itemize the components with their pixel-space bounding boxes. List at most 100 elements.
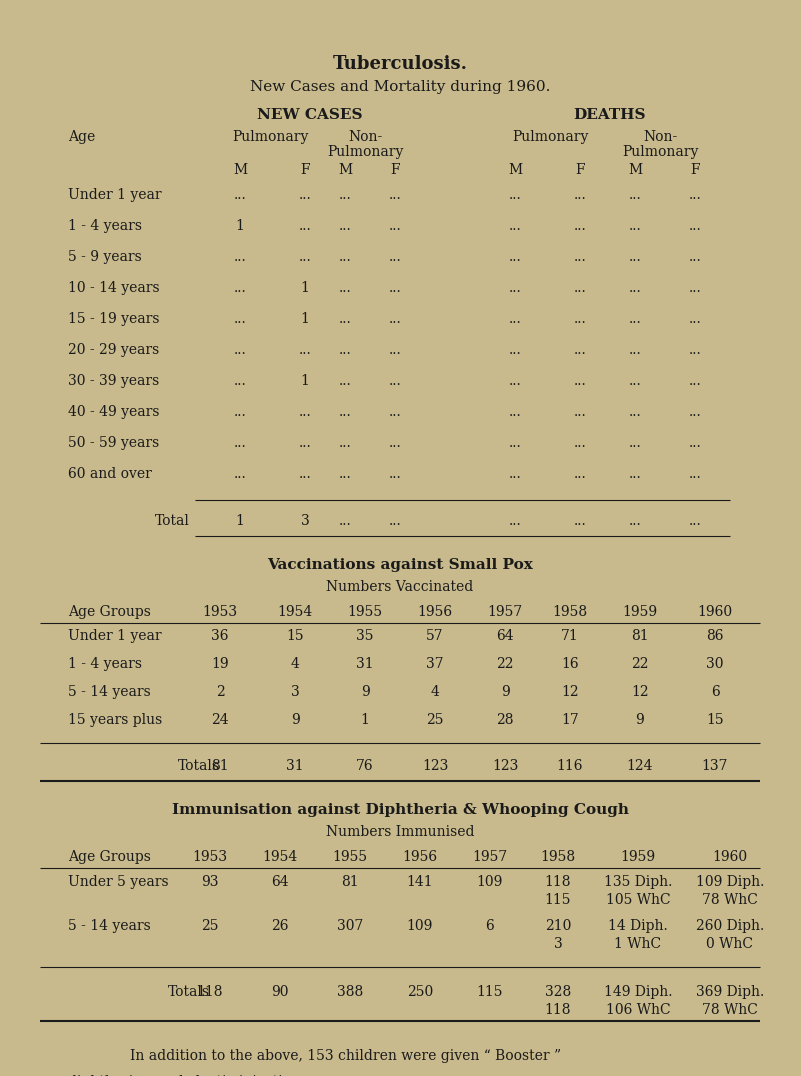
Text: ...: ... xyxy=(629,405,642,419)
Text: 9: 9 xyxy=(291,713,300,727)
Text: 6: 6 xyxy=(485,919,494,933)
Text: ...: ... xyxy=(689,405,702,419)
Text: 71: 71 xyxy=(562,629,579,643)
Text: 3: 3 xyxy=(300,514,309,528)
Text: 1956: 1956 xyxy=(402,850,437,864)
Text: 78 WhC: 78 WhC xyxy=(702,893,758,907)
Text: 328: 328 xyxy=(545,985,571,999)
Text: 1960: 1960 xyxy=(712,850,747,864)
Text: ...: ... xyxy=(339,250,352,264)
Text: 1958: 1958 xyxy=(553,605,588,619)
Text: 1: 1 xyxy=(235,514,244,528)
Text: 1953: 1953 xyxy=(203,605,238,619)
Text: ...: ... xyxy=(629,250,642,264)
Text: 93: 93 xyxy=(201,875,219,889)
Text: 1955: 1955 xyxy=(332,850,368,864)
Text: 0 WhC: 0 WhC xyxy=(706,937,754,951)
Text: ...: ... xyxy=(689,281,702,295)
Text: 1959: 1959 xyxy=(621,850,655,864)
Text: 86: 86 xyxy=(706,629,724,643)
Text: 4: 4 xyxy=(431,685,440,699)
Text: ...: ... xyxy=(339,467,352,481)
Text: ...: ... xyxy=(339,220,352,233)
Text: 16: 16 xyxy=(562,657,579,671)
Text: 5 - 14 years: 5 - 14 years xyxy=(68,685,151,699)
Text: Under 1 year: Under 1 year xyxy=(68,629,162,643)
Text: 9: 9 xyxy=(360,685,369,699)
Text: ...: ... xyxy=(234,436,247,450)
Text: ...: ... xyxy=(629,436,642,450)
Text: 369 Diph.: 369 Diph. xyxy=(696,985,764,999)
Text: ...: ... xyxy=(574,467,586,481)
Text: ...: ... xyxy=(509,405,521,419)
Text: ...: ... xyxy=(234,405,247,419)
Text: ...: ... xyxy=(339,405,352,419)
Text: 109: 109 xyxy=(407,919,433,933)
Text: 118: 118 xyxy=(197,985,223,999)
Text: 210: 210 xyxy=(545,919,571,933)
Text: ...: ... xyxy=(234,188,247,202)
Text: 28: 28 xyxy=(497,713,513,727)
Text: 31: 31 xyxy=(356,657,374,671)
Text: ...: ... xyxy=(299,467,312,481)
Text: ...: ... xyxy=(388,250,401,264)
Text: 78 WhC: 78 WhC xyxy=(702,1003,758,1017)
Text: ...: ... xyxy=(689,312,702,326)
Text: ...: ... xyxy=(574,312,586,326)
Text: In addition to the above, 153 children were given “ Booster ”: In addition to the above, 153 children w… xyxy=(130,1049,562,1063)
Text: Age Groups: Age Groups xyxy=(68,605,151,619)
Text: ...: ... xyxy=(509,374,521,388)
Text: ...: ... xyxy=(388,220,401,233)
Text: ...: ... xyxy=(689,436,702,450)
Text: 14 Diph.: 14 Diph. xyxy=(608,919,668,933)
Text: 1957: 1957 xyxy=(473,850,508,864)
Text: M: M xyxy=(508,162,522,176)
Text: ...: ... xyxy=(689,250,702,264)
Text: 123: 123 xyxy=(492,759,518,773)
Text: F: F xyxy=(300,162,310,176)
Text: F: F xyxy=(390,162,400,176)
Text: 50 - 59 years: 50 - 59 years xyxy=(68,436,159,450)
Text: New Cases and Mortality during 1960.: New Cases and Mortality during 1960. xyxy=(250,80,550,94)
Text: M: M xyxy=(628,162,642,176)
Text: 307: 307 xyxy=(336,919,363,933)
Text: Age Groups: Age Groups xyxy=(68,850,151,864)
Text: 60 and over: 60 and over xyxy=(68,467,152,481)
Text: ...: ... xyxy=(689,188,702,202)
Text: 115: 115 xyxy=(477,985,503,999)
Text: 90: 90 xyxy=(272,985,288,999)
Text: ...: ... xyxy=(629,374,642,388)
Text: ...: ... xyxy=(234,343,247,357)
Text: 15: 15 xyxy=(286,629,304,643)
Text: M: M xyxy=(233,162,247,176)
Text: Numbers Vaccinated: Numbers Vaccinated xyxy=(326,580,473,594)
Text: ...: ... xyxy=(574,514,586,528)
Text: ...: ... xyxy=(574,250,586,264)
Text: 15 years plus: 15 years plus xyxy=(68,713,163,727)
Text: 12: 12 xyxy=(631,685,649,699)
Text: 1955: 1955 xyxy=(348,605,383,619)
Text: ...: ... xyxy=(388,374,401,388)
Text: ...: ... xyxy=(339,436,352,450)
Text: ...: ... xyxy=(509,312,521,326)
Text: F: F xyxy=(690,162,700,176)
Text: M: M xyxy=(338,162,352,176)
Text: 1 - 4 years: 1 - 4 years xyxy=(68,220,142,233)
Text: ...: ... xyxy=(299,188,312,202)
Text: 1953: 1953 xyxy=(192,850,227,864)
Text: ...: ... xyxy=(574,374,586,388)
Text: 10 - 14 years: 10 - 14 years xyxy=(68,281,159,295)
Text: DEATHS: DEATHS xyxy=(574,108,646,122)
Text: ...: ... xyxy=(509,281,521,295)
Text: 35: 35 xyxy=(356,629,374,643)
Text: 24: 24 xyxy=(211,713,229,727)
Text: ...: ... xyxy=(388,436,401,450)
Text: Pulmonary: Pulmonary xyxy=(231,130,308,144)
Text: 260 Diph.: 260 Diph. xyxy=(696,919,764,933)
Text: 36: 36 xyxy=(211,629,229,643)
Text: 106 WhC: 106 WhC xyxy=(606,1003,670,1017)
Text: 388: 388 xyxy=(337,985,363,999)
Text: 2: 2 xyxy=(215,685,224,699)
Text: ...: ... xyxy=(509,467,521,481)
Text: ...: ... xyxy=(339,374,352,388)
